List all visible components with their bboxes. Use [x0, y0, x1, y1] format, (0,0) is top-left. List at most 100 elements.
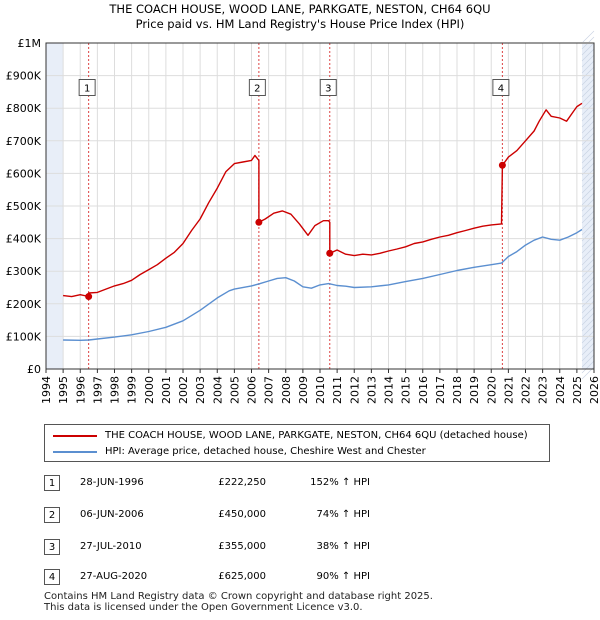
- transaction-hpi-change: 74% ↑ HPI: [316, 509, 370, 520]
- x-tick-label: 2013: [365, 376, 378, 404]
- transaction-price: £450,000: [218, 509, 266, 520]
- x-tick-label: 2000: [143, 376, 156, 404]
- transaction-hpi-change: 38% ↑ HPI: [316, 541, 370, 552]
- hatch-line: [581, 348, 595, 362]
- sale-label: 3: [325, 84, 331, 95]
- hatch-line: [581, 102, 595, 116]
- hatch-line: [581, 192, 595, 206]
- plot-frame: [45, 42, 595, 370]
- x-tick-label: 2002: [177, 376, 190, 404]
- x-tick-label: 1999: [126, 376, 139, 404]
- x-tick-label: 2006: [246, 376, 259, 404]
- x-tick-label: 2007: [263, 376, 276, 404]
- hpi-line: [63, 228, 583, 341]
- y-tick-label: £700K: [6, 135, 42, 148]
- transaction-price: £222,250: [218, 477, 266, 488]
- x-tick-label: 2017: [434, 376, 447, 404]
- x-tick-label: 2023: [537, 376, 550, 404]
- hatch-line: [581, 306, 595, 320]
- transaction-row: 3 27-JUL-2010 £355,000 38% ↑ HPI: [0, 537, 600, 557]
- hatch-line: [581, 330, 595, 344]
- sale-point: [498, 161, 506, 169]
- hatch-line: [581, 288, 595, 302]
- hatch-line: [581, 78, 595, 92]
- legend-swatch-property: [53, 435, 97, 437]
- hatch-line: [581, 276, 595, 290]
- y-tick-label: £200K: [6, 298, 42, 311]
- hatch-line: [581, 222, 595, 236]
- chart-title: THE COACH HOUSE, WOOD LANE, PARKGATE, NE…: [0, 2, 600, 32]
- legend-label-property: THE COACH HOUSE, WOOD LANE, PARKGATE, NE…: [105, 430, 528, 441]
- y-tick-label: £600K: [6, 167, 42, 180]
- hatch-line: [581, 342, 595, 356]
- sale-point: [326, 249, 334, 257]
- sale-label-box: [78, 79, 96, 96]
- sale-label-box: [492, 79, 510, 96]
- y-tick-label: £0: [27, 363, 41, 376]
- sale-label: 4: [498, 84, 504, 95]
- x-tick-label: 2024: [554, 376, 567, 404]
- y-tick-label: £400K: [6, 233, 42, 246]
- y-tick-label: £800K: [6, 102, 42, 115]
- hatch-line: [581, 96, 595, 110]
- hatch-line: [581, 240, 595, 254]
- x-tick-label: 2025: [571, 376, 584, 404]
- hatch-line: [581, 354, 595, 368]
- transaction-hpi-change: 90% ↑ HPI: [316, 571, 370, 582]
- footer-license: This data is licensed under the Open Gov…: [44, 602, 363, 613]
- x-tick-label: 2015: [400, 376, 413, 404]
- transaction-row: 2 06-JUN-2006 £450,000 74% ↑ HPI: [0, 505, 600, 525]
- hatch-line: [581, 168, 595, 182]
- x-tick-label: 2004: [211, 376, 224, 404]
- sale-point: [255, 218, 263, 226]
- hatch-line: [581, 108, 595, 122]
- x-tick-label: 2010: [314, 376, 327, 404]
- transaction-date: 28-JUN-1996: [80, 477, 144, 488]
- x-tick-label: 2026: [588, 376, 600, 404]
- hatch-line: [581, 336, 595, 350]
- x-tick-label: 2020: [485, 376, 498, 404]
- hatch-line: [581, 60, 595, 74]
- transaction-price: £355,000: [218, 541, 266, 552]
- x-tick-label: 1997: [91, 376, 104, 404]
- legend-swatch-hpi: [53, 451, 97, 453]
- y-tick-label: £900K: [6, 70, 42, 83]
- y-tick-label: £300K: [6, 265, 42, 278]
- hatch-line: [581, 120, 595, 134]
- legend: THE COACH HOUSE, WOOD LANE, PARKGATE, NE…: [44, 424, 550, 462]
- hatch-line: [581, 234, 595, 248]
- hatch-line: [581, 66, 595, 80]
- transaction-price: £625,000: [218, 571, 266, 582]
- title-line-1: THE COACH HOUSE, WOOD LANE, PARKGATE, NE…: [109, 2, 491, 16]
- hatch-line: [581, 318, 595, 332]
- x-tick-label: 2003: [194, 376, 207, 404]
- x-tick-label: 2018: [451, 376, 464, 404]
- x-tick-label: 2021: [502, 376, 515, 404]
- hatch-line: [581, 150, 595, 164]
- y-tick-label: £1M: [18, 37, 42, 50]
- transaction-hpi-change: 152% ↑ HPI: [310, 477, 370, 488]
- transaction-number: 3: [44, 539, 60, 555]
- hatch-line: [581, 360, 595, 374]
- x-tick-label: 2008: [280, 376, 293, 404]
- hatch-line: [581, 294, 595, 308]
- hatch-line: [581, 270, 595, 284]
- hatch-line: [581, 300, 595, 314]
- x-tick-label: 2005: [228, 376, 241, 404]
- hatch-line: [581, 126, 595, 140]
- transaction-date: 27-JUL-2010: [80, 541, 142, 552]
- x-tick-label: 2009: [297, 376, 310, 404]
- hatch-line: [581, 84, 595, 98]
- x-tick-label: 1994: [40, 376, 53, 404]
- hatch-line: [581, 204, 595, 218]
- hatch-line: [581, 210, 595, 224]
- y-tick-label: £500K: [6, 200, 42, 213]
- x-tick-label: 2012: [348, 376, 361, 404]
- hatch-line: [581, 216, 595, 230]
- y-tick-label: £100K: [6, 330, 42, 343]
- hatch-line: [581, 30, 595, 44]
- footer-copyright: Contains HM Land Registry data © Crown c…: [44, 591, 433, 602]
- transaction-date: 27-AUG-2020: [80, 571, 148, 582]
- hatch-line: [581, 180, 595, 194]
- hatch-line: [581, 114, 595, 128]
